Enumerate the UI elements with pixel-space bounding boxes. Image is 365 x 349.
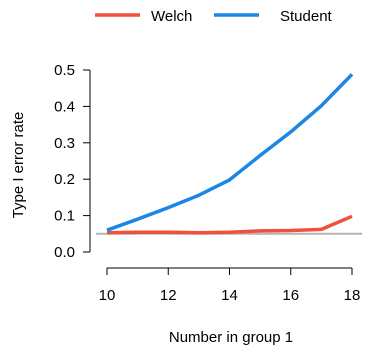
plot-area [96, 73, 362, 235]
legend: Welch Student [95, 8, 333, 25]
y-axis: 0.0 0.1 0.2 0.3 0.4 0.5 [54, 62, 91, 261]
y-tick-label: 0.4 [54, 98, 75, 115]
y-tick-label: 0.2 [54, 171, 75, 188]
x-tick-label: 14 [221, 287, 238, 304]
x-tick-label: 10 [99, 287, 116, 304]
x-tick-label: 18 [344, 287, 361, 304]
legend-label-student: Student [280, 8, 333, 25]
x-axis-title: Number in group 1 [169, 329, 293, 346]
legend-label-welch: Welch [151, 8, 192, 25]
series-lines [106, 73, 354, 235]
series-line-student [106, 73, 354, 232]
y-axis-title: Type I error rate [10, 112, 27, 219]
x-tick-label: 16 [282, 287, 299, 304]
y-tick-label: 0.0 [54, 244, 75, 261]
x-tick-label: 12 [160, 287, 177, 304]
y-tick-label: 0.1 [54, 208, 75, 225]
series-line-welch [106, 214, 353, 235]
y-tick-label: 0.3 [54, 135, 75, 152]
x-axis: 10 12 14 16 18 [99, 267, 361, 304]
y-tick-label: 0.5 [54, 62, 75, 79]
